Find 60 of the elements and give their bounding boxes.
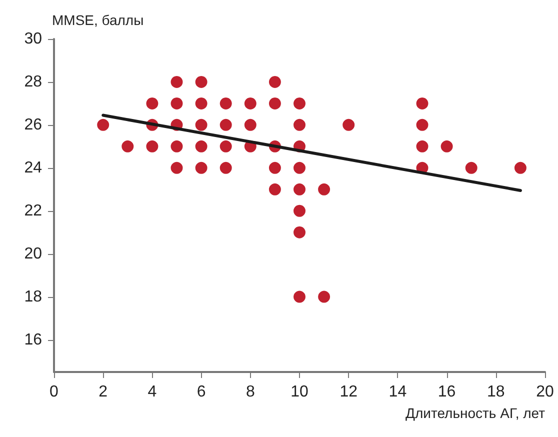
y-tick-label: 26 [24, 116, 42, 134]
point [97, 118, 110, 131]
point [342, 118, 355, 131]
x-tick-label: 18 [487, 384, 505, 400]
x-tick-label: 20 [536, 384, 554, 400]
point [220, 118, 232, 131]
y-tick-label: 18 [24, 288, 42, 306]
point [170, 97, 183, 110]
x-tick-label: 0 [50, 384, 59, 400]
point [294, 204, 306, 217]
y-tick-label: 24 [24, 159, 42, 176]
point [170, 140, 183, 152]
point [440, 140, 453, 152]
y-tick-label: 16 [24, 331, 42, 348]
point [170, 76, 183, 88]
x-tick-label: 4 [148, 384, 157, 400]
point [244, 97, 256, 110]
x-tick-label: 12 [340, 384, 358, 400]
point [294, 97, 306, 110]
x-tick-label: 6 [196, 384, 206, 400]
point [294, 162, 306, 174]
point [195, 118, 208, 131]
point [195, 140, 208, 152]
point [195, 76, 208, 88]
x-tick-label: 16 [438, 384, 456, 400]
point [416, 97, 428, 110]
point [318, 183, 330, 196]
point [465, 162, 478, 174]
y-axis-title: MMSE, баллы [52, 12, 144, 28]
point [514, 162, 526, 174]
point [220, 140, 232, 152]
x-tick-label: 14 [388, 384, 407, 400]
point [195, 97, 208, 110]
x-tick-label: 8 [246, 384, 255, 400]
x-tick-label: 2 [98, 384, 108, 400]
point [122, 140, 134, 152]
y-tick-label: 30 [24, 30, 42, 48]
x-axis-title: Длительность АГ, лет [405, 405, 546, 421]
x-tick-label: 10 [290, 384, 308, 400]
point [294, 290, 306, 303]
point [268, 183, 281, 196]
point [318, 290, 330, 303]
point [268, 97, 281, 110]
point [268, 76, 281, 88]
y-tick-label: 20 [24, 245, 42, 262]
point [416, 140, 428, 152]
point [416, 118, 428, 131]
point [146, 97, 158, 110]
point [244, 118, 256, 131]
point [220, 162, 232, 174]
point [146, 140, 158, 152]
point [294, 226, 306, 238]
y-tick-label: 28 [24, 73, 42, 90]
point [170, 162, 183, 174]
point [268, 162, 281, 174]
y-tick-label: 22 [24, 202, 42, 220]
point [195, 162, 208, 174]
point [294, 118, 306, 131]
point [220, 97, 232, 110]
point [294, 183, 306, 196]
